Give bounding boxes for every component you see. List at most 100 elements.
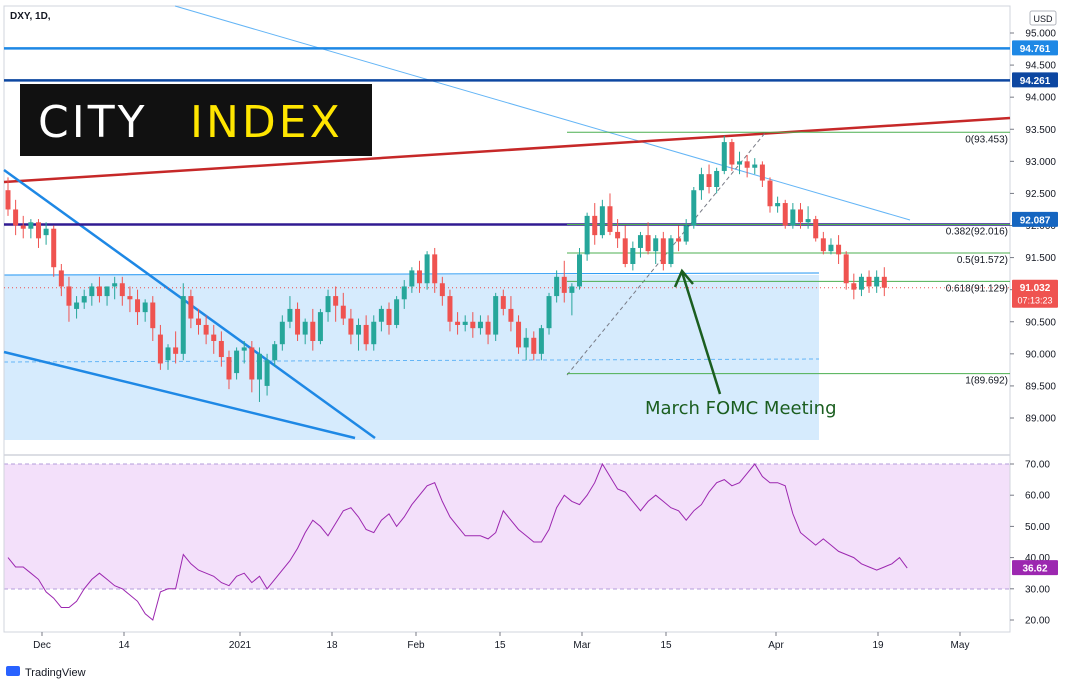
- candle-body: [607, 206, 613, 232]
- candle-body: [698, 174, 704, 191]
- candle-body: [554, 276, 560, 297]
- candle-body: [714, 170, 720, 187]
- candle-body: [775, 203, 781, 207]
- price-tick-label: 94.000: [1025, 93, 1056, 104]
- candle-body: [150, 302, 156, 329]
- candle-body: [43, 228, 49, 236]
- candle-body: [66, 286, 72, 306]
- candle-body: [188, 296, 194, 319]
- level-badge-label: 94.261: [1020, 76, 1051, 87]
- candle-body: [340, 305, 346, 319]
- rsi-tick-label: 30.00: [1025, 584, 1050, 595]
- candle-body: [226, 357, 232, 380]
- candle-body: [599, 206, 605, 236]
- fibonacci-retracement: 0(93.453) 0.382(92.016) 0.5(91.572) 0.618(9…: [567, 131, 1010, 387]
- candle-body: [249, 347, 255, 380]
- candle-body: [371, 321, 377, 345]
- candle-body: [805, 219, 811, 223]
- candle-body: [439, 283, 445, 297]
- time-tick-label: 18: [326, 640, 338, 651]
- candle-body: [348, 318, 354, 335]
- candle-body: [706, 174, 712, 187]
- fib-level-label: 0.382(92.016): [946, 226, 1008, 237]
- candle-body: [5, 190, 11, 210]
- candle-body: [455, 321, 461, 325]
- tradingview-watermark: TradingView: [6, 666, 86, 679]
- candle-body: [51, 228, 57, 268]
- candle-body: [516, 321, 522, 348]
- rsi-tick-label: 70.00: [1025, 460, 1050, 471]
- rsi-tick-label: 20.00: [1025, 616, 1050, 627]
- candle-body: [356, 324, 362, 335]
- candle-body: [782, 203, 788, 226]
- time-tick-label: 2021: [229, 640, 252, 651]
- zone-dashed-line: [3, 358, 820, 363]
- tradingview-icon: [6, 666, 20, 676]
- candle-body: [630, 247, 636, 264]
- rsi-badge-label: 36.62: [1022, 564, 1047, 575]
- candle-body: [790, 209, 796, 226]
- candle-body: [81, 296, 87, 303]
- city-index-logo: CITY INDEX: [20, 84, 372, 156]
- price-tick-label: 93.000: [1025, 157, 1056, 168]
- candle-body: [287, 308, 293, 322]
- candle-body: [577, 254, 582, 287]
- candle-body: [813, 219, 819, 239]
- ma-badge-bg: [1012, 211, 1058, 227]
- candle-body: [35, 222, 41, 239]
- candle-body: [744, 161, 750, 168]
- price-badges: 94.761 94.261 92.087 91.032 07:13:23 36.62: [1012, 40, 1058, 576]
- time-tick-label: Apr: [768, 640, 784, 651]
- candle-body: [378, 308, 384, 322]
- annotation-arrow-head: [673, 268, 694, 288]
- price-tick-label: 94.500: [1025, 61, 1056, 72]
- candle-body: [592, 215, 598, 236]
- price-tick-label: 95.000: [1025, 29, 1056, 40]
- candle-body: [432, 254, 438, 284]
- candle-body: [493, 296, 499, 335]
- candle-body: [866, 276, 872, 287]
- countdown-label: 07:13:23: [1017, 296, 1052, 306]
- price-tick-label: 91.500: [1025, 253, 1056, 264]
- candle-body: [836, 244, 842, 255]
- candle-body: [173, 347, 179, 354]
- candle-body: [477, 321, 483, 329]
- rsi-badge-bg: [1012, 560, 1058, 576]
- candle-body: [333, 296, 339, 306]
- time-tick-label: 15: [494, 640, 506, 651]
- candle-body: [767, 180, 773, 207]
- time-tick-label: May: [951, 640, 970, 651]
- level-badge-label: 94.761: [1020, 44, 1051, 55]
- candle-body: [104, 286, 110, 297]
- candle-body: [416, 270, 422, 284]
- rsi-tick-label: 60.00: [1025, 491, 1050, 502]
- time-tick-label: 15: [660, 640, 672, 651]
- candle-body: [196, 318, 201, 325]
- fib-level-label: 0.5(91.572): [957, 255, 1008, 266]
- rsi-tick-label: 50.00: [1025, 522, 1050, 533]
- ma-badge-label: 92.087: [1020, 215, 1051, 226]
- level-badge-bg: [1012, 72, 1058, 88]
- fib-level-label: 0.618(91.129): [946, 283, 1008, 294]
- level-badge-bg: [1012, 40, 1058, 56]
- candle-body: [127, 296, 133, 300]
- currency-box[interactable]: [1029, 10, 1057, 26]
- candlestick-series: [5, 135, 887, 402]
- currency-label: USD: [1033, 14, 1053, 24]
- candle-body: [531, 337, 537, 354]
- candle-body: [470, 321, 476, 329]
- time-tick-label: 14: [118, 640, 130, 651]
- moving-average-line: [174, 5, 911, 221]
- trendlines: [3, 5, 1011, 440]
- candle-body: [203, 324, 209, 335]
- candle-body: [295, 308, 301, 335]
- candle-body: [729, 142, 735, 165]
- candle-body: [409, 270, 415, 287]
- candle-body: [843, 254, 849, 284]
- price-tick-label: 92.500: [1025, 189, 1056, 200]
- price-tick-label: 90.500: [1025, 317, 1056, 328]
- candle-body: [256, 353, 262, 380]
- candle-body: [302, 321, 308, 335]
- candle-body: [142, 302, 148, 313]
- candle-body: [874, 276, 880, 287]
